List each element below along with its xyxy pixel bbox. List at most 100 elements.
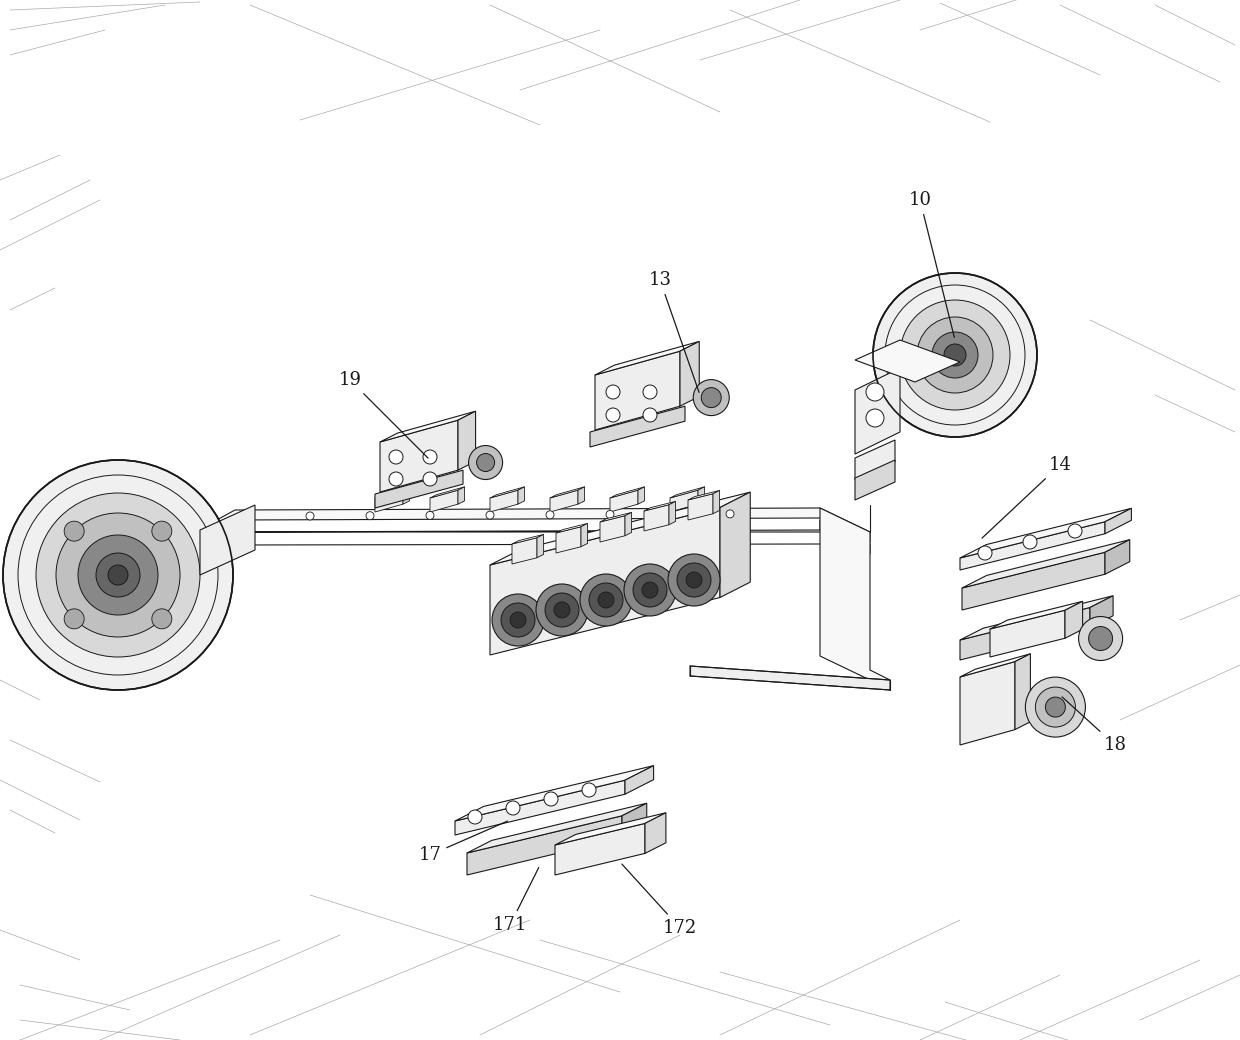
Circle shape [606, 385, 620, 399]
Circle shape [725, 510, 734, 518]
Polygon shape [430, 487, 465, 498]
Polygon shape [595, 341, 699, 375]
Polygon shape [374, 487, 409, 498]
Circle shape [598, 592, 614, 608]
Circle shape [606, 408, 620, 422]
Circle shape [151, 608, 172, 629]
Circle shape [644, 385, 657, 399]
Polygon shape [1105, 509, 1131, 534]
Circle shape [36, 493, 200, 657]
Circle shape [1068, 524, 1083, 538]
Text: 17: 17 [419, 822, 507, 864]
Circle shape [932, 332, 978, 378]
Polygon shape [856, 460, 895, 500]
Polygon shape [1065, 601, 1083, 639]
Circle shape [1023, 535, 1037, 549]
Polygon shape [537, 535, 543, 557]
Polygon shape [610, 487, 645, 498]
Polygon shape [512, 535, 543, 544]
Circle shape [108, 565, 128, 584]
Polygon shape [180, 520, 870, 575]
Polygon shape [962, 540, 1130, 588]
Circle shape [632, 573, 667, 607]
Polygon shape [625, 765, 653, 795]
Circle shape [873, 274, 1037, 437]
Circle shape [900, 300, 1011, 410]
Polygon shape [688, 491, 719, 500]
Circle shape [978, 546, 992, 560]
Circle shape [1045, 697, 1065, 718]
Circle shape [427, 512, 434, 519]
Polygon shape [556, 523, 588, 532]
Circle shape [469, 445, 502, 479]
Polygon shape [458, 487, 465, 504]
Polygon shape [180, 508, 870, 550]
Polygon shape [512, 538, 537, 564]
Circle shape [589, 583, 622, 617]
Polygon shape [610, 490, 639, 512]
Polygon shape [379, 411, 476, 442]
Polygon shape [820, 508, 890, 690]
Polygon shape [990, 601, 1083, 629]
Circle shape [476, 453, 495, 471]
Polygon shape [430, 490, 458, 512]
Polygon shape [200, 505, 255, 575]
Circle shape [554, 602, 570, 618]
Circle shape [1089, 626, 1112, 651]
Polygon shape [856, 340, 960, 382]
Text: 19: 19 [339, 371, 428, 458]
Polygon shape [960, 654, 1030, 677]
Circle shape [306, 512, 314, 520]
Polygon shape [490, 508, 720, 655]
Polygon shape [720, 492, 750, 598]
Circle shape [677, 563, 711, 597]
Text: 13: 13 [649, 271, 699, 392]
Polygon shape [680, 341, 699, 407]
Polygon shape [374, 470, 463, 508]
Polygon shape [625, 513, 631, 536]
Circle shape [866, 383, 884, 401]
Polygon shape [403, 487, 409, 504]
Polygon shape [645, 813, 666, 854]
Text: 10: 10 [909, 191, 955, 337]
Polygon shape [856, 440, 895, 480]
Polygon shape [467, 815, 622, 875]
Polygon shape [670, 490, 698, 512]
Polygon shape [556, 526, 582, 553]
Polygon shape [962, 552, 1105, 610]
Polygon shape [556, 813, 666, 844]
Circle shape [486, 511, 494, 519]
Circle shape [1035, 687, 1075, 727]
Circle shape [510, 612, 526, 628]
Text: 91: 91 [57, 521, 79, 539]
Polygon shape [698, 487, 704, 504]
Polygon shape [960, 596, 1114, 640]
Circle shape [702, 388, 722, 408]
Circle shape [506, 801, 520, 815]
Circle shape [423, 472, 436, 486]
Polygon shape [490, 492, 750, 565]
Circle shape [366, 512, 374, 520]
Polygon shape [670, 487, 704, 498]
Polygon shape [467, 803, 647, 853]
Polygon shape [960, 607, 1090, 660]
Circle shape [1025, 677, 1085, 737]
Circle shape [492, 594, 544, 646]
Circle shape [1079, 617, 1122, 660]
Circle shape [668, 554, 720, 606]
Circle shape [64, 521, 84, 541]
Circle shape [467, 810, 482, 824]
Polygon shape [670, 501, 676, 525]
Circle shape [686, 572, 702, 588]
Polygon shape [622, 803, 647, 838]
Text: 172: 172 [622, 864, 697, 937]
Circle shape [693, 380, 729, 416]
Circle shape [2, 460, 233, 690]
Polygon shape [455, 780, 625, 835]
Polygon shape [518, 487, 525, 504]
Circle shape [64, 608, 84, 629]
Polygon shape [600, 516, 625, 542]
Polygon shape [1016, 654, 1030, 730]
Polygon shape [551, 490, 578, 512]
Polygon shape [960, 661, 1016, 745]
